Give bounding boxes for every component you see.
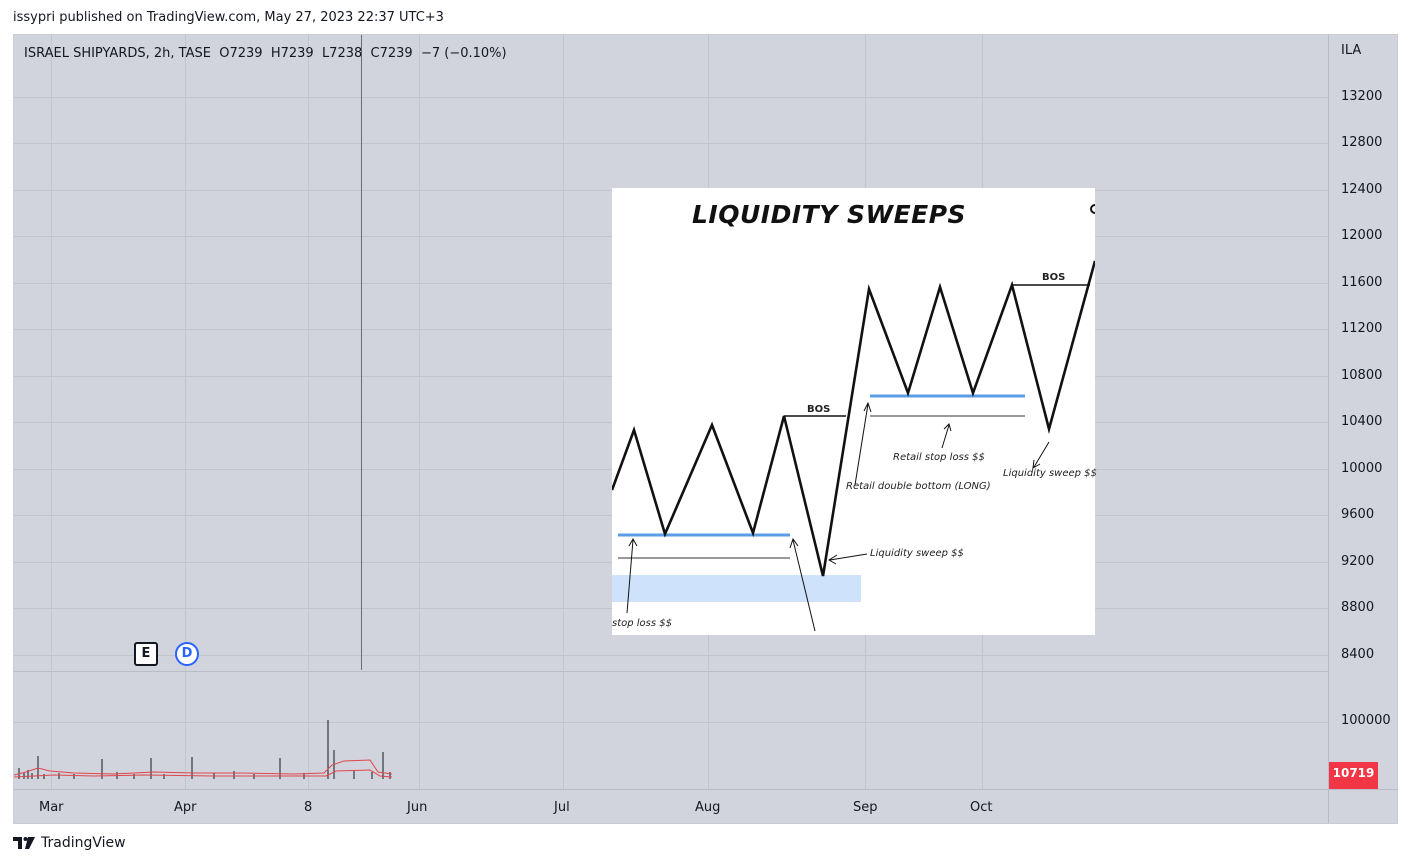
dividend-event-badge[interactable]: D bbox=[175, 642, 199, 666]
price-tick: 13200 bbox=[1341, 89, 1383, 104]
time-label: Oct bbox=[970, 800, 993, 815]
ohlc-low: L7238 bbox=[321, 46, 363, 61]
bos-label-left: BOS bbox=[807, 404, 831, 415]
ohlc-open: O7239 bbox=[219, 46, 263, 61]
symbol-name[interactable]: ISRAEL SHIPYARDS, 2h, TASE bbox=[24, 46, 211, 61]
retail-stop-arrow bbox=[941, 423, 952, 449]
price-tick: 12400 bbox=[1341, 182, 1383, 197]
sweep-up-arrow bbox=[789, 537, 816, 632]
price-tick: 10400 bbox=[1341, 414, 1383, 429]
stop-loss-zone bbox=[612, 575, 861, 602]
price-tick: 10800 bbox=[1341, 368, 1383, 383]
footer-brand[interactable]: TradingView bbox=[13, 835, 126, 851]
time-label: Mar bbox=[39, 800, 64, 815]
price-tick: 9200 bbox=[1341, 554, 1375, 569]
time-label: Jun bbox=[407, 800, 428, 815]
currency-label[interactable]: ILA bbox=[1341, 43, 1362, 58]
retail-double-bottom-label: Retail double bottom (LONG) bbox=[846, 481, 991, 492]
brand-name: TradingView bbox=[41, 835, 126, 851]
time-axis[interactable]: Mar Apr 8 Jun Jul Aug Sep Oct bbox=[14, 789, 1328, 823]
time-label: Sep bbox=[853, 800, 878, 815]
price-tick: 8800 bbox=[1341, 600, 1375, 615]
stop-loss-label: stop loss $$ bbox=[612, 618, 672, 629]
price-tick: 10000 bbox=[1341, 461, 1383, 476]
ohlc-high: H7239 bbox=[270, 46, 314, 61]
price-path bbox=[610, 260, 1097, 577]
volume-histogram bbox=[14, 720, 393, 779]
double-bottom-arrow bbox=[854, 401, 872, 486]
axis-corner bbox=[1328, 789, 1397, 823]
liquidity-sweeps-image: LIQUIDITY SWEEPS BOS BOS Retail stop los… bbox=[610, 188, 1100, 635]
tradingview-logo-icon bbox=[13, 837, 35, 849]
time-label: 8 bbox=[304, 800, 313, 815]
liquidity-sweep-arrow bbox=[828, 553, 868, 565]
time-label: Jul bbox=[554, 800, 570, 815]
price-tick: 12800 bbox=[1341, 135, 1383, 150]
price-tick: 11600 bbox=[1341, 275, 1383, 290]
ohlc-close: C7239 bbox=[370, 46, 413, 61]
time-label: Apr bbox=[174, 800, 197, 815]
crosshair-vertical-line bbox=[361, 35, 362, 670]
price-tick: 9600 bbox=[1341, 507, 1375, 522]
price-pane[interactable]: ISRAEL SHIPYARDS, 2h, TASE O7239 H7239 L… bbox=[14, 35, 1328, 670]
symbol-legend[interactable]: ISRAEL SHIPYARDS, 2h, TASE O7239 H7239 L… bbox=[24, 46, 507, 61]
liquidity-sweep-mid-label: Liquidity sweep $$ bbox=[870, 548, 964, 559]
time-label: Aug bbox=[695, 800, 721, 815]
volume-tick: 100000 bbox=[1341, 713, 1391, 728]
price-axis[interactable]: ILA 13200 12800 12400 12000 11600 11200 … bbox=[1328, 35, 1397, 789]
last-volume-badge: 10719 bbox=[1329, 762, 1378, 784]
right-sweep-arrow bbox=[1032, 441, 1050, 469]
retail-stop-loss-label: Retail stop loss $$ bbox=[893, 452, 985, 463]
chart-container[interactable]: ISRAEL SHIPYARDS, 2h, TASE O7239 H7239 L… bbox=[13, 34, 1398, 824]
inset-title: LIQUIDITY SWEEPS bbox=[692, 200, 967, 229]
price-change: −7 (−0.10%) bbox=[420, 46, 507, 61]
liquidity-sweeps-diagram bbox=[610, 204, 1100, 632]
earnings-event-badge[interactable]: E bbox=[134, 642, 158, 666]
bos-label-right: BOS bbox=[1042, 272, 1066, 283]
liquidity-sweep-right-label: Liquidity sweep $$ bbox=[1003, 468, 1097, 479]
publish-info: issypri published on TradingView.com, Ma… bbox=[13, 10, 444, 25]
last-volume-badge-tail bbox=[1329, 784, 1378, 789]
price-tick: 12000 bbox=[1341, 228, 1383, 243]
stop-loss-arrow bbox=[626, 537, 638, 614]
price-tick: 8400 bbox=[1341, 647, 1375, 662]
price-tick: 11200 bbox=[1341, 321, 1383, 336]
volume-pane[interactable] bbox=[14, 671, 1328, 789]
